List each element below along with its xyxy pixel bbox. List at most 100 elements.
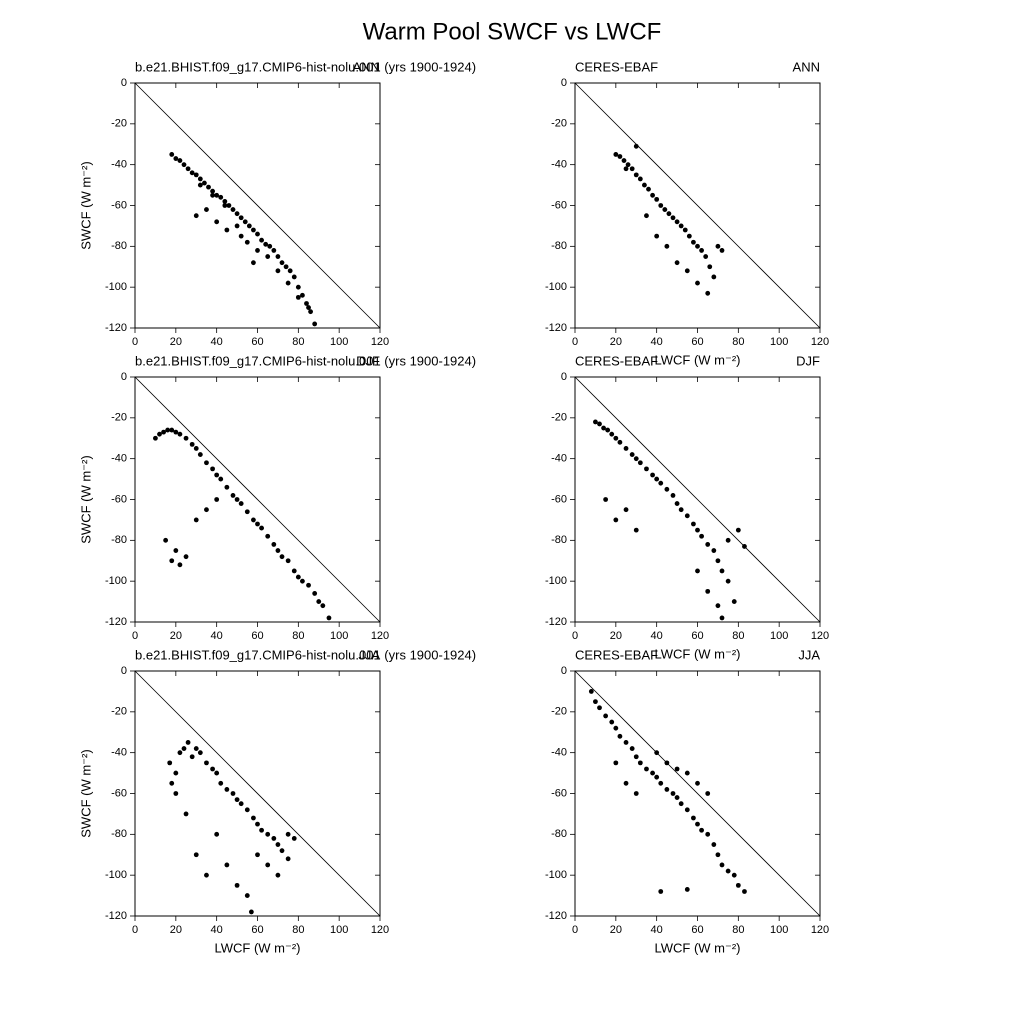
point <box>265 254 271 259</box>
point <box>617 154 623 159</box>
point <box>678 223 684 229</box>
point <box>202 180 207 186</box>
point <box>597 421 602 427</box>
reference-line <box>134 376 381 623</box>
point <box>295 294 301 300</box>
point <box>234 211 240 217</box>
point <box>674 260 680 266</box>
point <box>181 162 187 168</box>
point <box>210 192 215 198</box>
panel-right-title: JJA <box>798 647 820 662</box>
x-tick-label: 0 <box>132 630 138 642</box>
point <box>326 615 332 621</box>
point <box>244 893 250 898</box>
x-tick-label: 100 <box>330 336 348 348</box>
x-tick-label: 100 <box>770 336 788 348</box>
point <box>629 452 635 457</box>
point <box>644 213 649 219</box>
point <box>646 186 651 192</box>
point <box>193 746 199 751</box>
y-tick-label: -20 <box>551 412 567 424</box>
point <box>715 603 721 609</box>
y-tick-label: -20 <box>551 706 567 718</box>
y-tick-label: -80 <box>111 828 127 840</box>
point <box>719 615 725 621</box>
x-tick-label: 60 <box>251 924 263 936</box>
reference-line <box>134 82 381 329</box>
point <box>204 207 209 212</box>
y-tick-label: -60 <box>551 787 567 799</box>
point <box>633 172 639 178</box>
point <box>285 280 291 286</box>
point <box>287 268 293 274</box>
point <box>623 166 629 172</box>
point <box>603 497 609 502</box>
point <box>251 260 256 266</box>
point <box>230 493 236 498</box>
point <box>308 309 313 315</box>
point <box>603 713 609 719</box>
point <box>251 815 256 821</box>
point <box>613 725 619 731</box>
reference-line <box>574 82 821 329</box>
x-axis-label: LWCF (W m⁻²) <box>654 646 740 661</box>
point <box>189 441 195 447</box>
point <box>684 513 690 519</box>
x-tick-label: 120 <box>371 924 389 936</box>
point <box>725 868 731 874</box>
point <box>664 787 670 792</box>
point <box>177 562 183 568</box>
point <box>642 182 647 188</box>
y-tick-label: -100 <box>105 281 127 293</box>
point <box>695 280 700 286</box>
point <box>719 248 725 253</box>
y-tick-label: 0 <box>561 77 567 89</box>
point <box>238 215 244 221</box>
point <box>637 460 643 466</box>
x-tick-label: 120 <box>371 630 389 642</box>
x-axis-label: LWCF (W m⁻²) <box>214 940 300 955</box>
point <box>605 427 611 433</box>
point <box>601 425 606 431</box>
x-tick-label: 60 <box>251 630 263 642</box>
point <box>588 689 594 694</box>
point <box>173 429 179 435</box>
point <box>664 760 670 766</box>
x-tick-label: 100 <box>330 924 348 936</box>
point <box>263 241 269 247</box>
point <box>279 554 285 560</box>
point <box>625 162 631 168</box>
point <box>695 780 700 786</box>
point <box>193 213 199 219</box>
y-tick-label: -100 <box>105 869 127 881</box>
point <box>285 558 291 564</box>
point <box>742 544 747 549</box>
point <box>670 493 676 498</box>
point <box>719 568 725 574</box>
point <box>597 705 602 711</box>
point <box>705 542 711 547</box>
point <box>650 192 655 198</box>
point <box>255 231 260 237</box>
point <box>226 203 232 208</box>
point <box>189 754 195 760</box>
panel-right-title: JJA <box>358 647 380 662</box>
point <box>173 548 179 553</box>
point <box>699 827 704 833</box>
point <box>312 321 318 327</box>
point <box>291 836 297 841</box>
y-tick-label: -80 <box>111 534 127 546</box>
point <box>197 452 203 457</box>
point <box>623 780 629 786</box>
point <box>218 476 224 482</box>
y-tick-label: -40 <box>551 159 567 171</box>
x-tick-label: 80 <box>732 924 744 936</box>
point <box>224 227 230 233</box>
point <box>731 872 737 878</box>
point <box>169 427 175 433</box>
point <box>222 203 228 208</box>
point <box>234 223 240 229</box>
point <box>658 480 664 486</box>
point <box>664 486 670 492</box>
